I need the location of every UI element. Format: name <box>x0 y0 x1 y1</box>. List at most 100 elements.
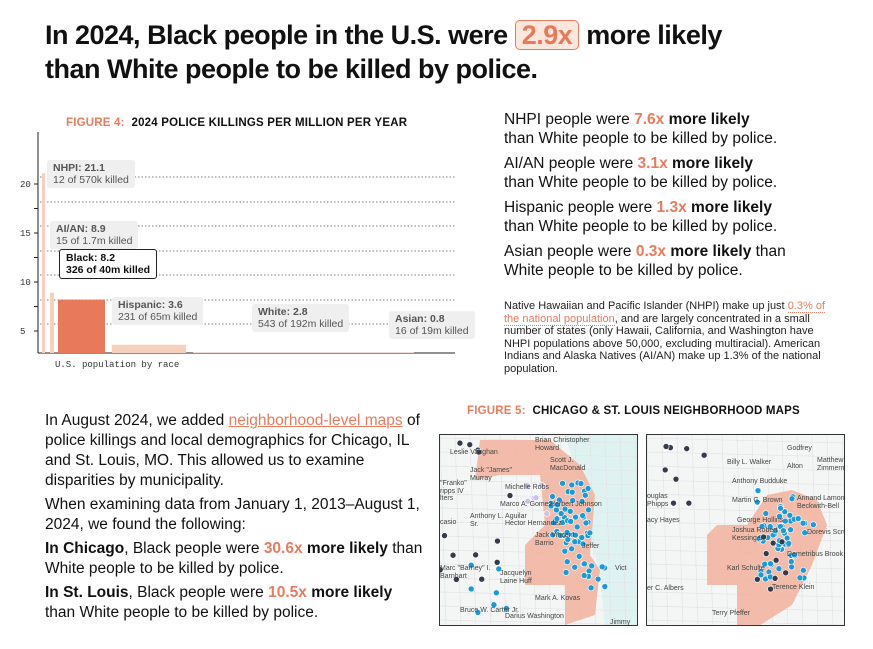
incident-dot[interactable] <box>683 445 691 452</box>
incident-dot[interactable] <box>561 547 569 555</box>
bar-hispanic[interactable] <box>112 344 186 353</box>
incident-dot[interactable] <box>538 481 545 489</box>
incident-dot[interactable] <box>782 569 789 577</box>
incident-dot[interactable] <box>685 499 693 507</box>
incident-dot[interactable] <box>562 569 570 576</box>
bar-black[interactable] <box>58 299 105 353</box>
incident-dot[interactable] <box>578 498 586 505</box>
incident-dot[interactable] <box>568 481 576 489</box>
incident-dot[interactable] <box>781 508 789 515</box>
incident-dot[interactable] <box>791 551 798 559</box>
incident-dot[interactable] <box>553 515 561 523</box>
incident-dot[interactable] <box>564 536 572 543</box>
neighborhood-maps-link[interactable]: neighborhood-level maps <box>228 412 403 429</box>
incident-dot[interactable] <box>449 551 457 559</box>
incident-dot[interactable] <box>771 527 779 535</box>
incident-dot[interactable] <box>554 501 561 509</box>
incident-dot[interactable] <box>760 533 767 541</box>
incident-dot[interactable] <box>567 518 574 525</box>
incident-dot[interactable] <box>568 545 575 553</box>
incident-dot[interactable] <box>559 480 566 487</box>
incident-dot[interactable] <box>582 491 589 499</box>
incident-dot[interactable] <box>758 523 766 530</box>
incident-dot[interactable] <box>467 585 475 593</box>
incident-dot[interactable] <box>453 576 460 583</box>
incident-dot[interactable] <box>771 575 779 582</box>
incident-dot[interactable] <box>754 487 762 494</box>
incident-dot[interactable] <box>524 482 531 490</box>
incident-dot[interactable] <box>753 498 761 506</box>
incident-dot[interactable] <box>754 576 761 583</box>
incident-dot[interactable] <box>495 565 503 573</box>
incident-dot[interactable] <box>670 499 677 507</box>
incident-dot[interactable] <box>456 439 464 447</box>
incident-dot[interactable] <box>800 566 807 574</box>
chicago-map[interactable]: Brian Christopher Howard Leslie Vaughan Sc… <box>439 434 638 626</box>
incident-dot[interactable] <box>472 551 479 559</box>
incident-dot[interactable] <box>494 537 501 545</box>
incident-dot[interactable] <box>493 558 501 566</box>
incident-dot[interactable] <box>700 451 708 459</box>
incident-dot[interactable] <box>788 563 795 571</box>
incident-dot[interactable] <box>474 609 482 616</box>
incident-dot[interactable] <box>578 534 586 541</box>
incident-dot[interactable] <box>547 502 555 510</box>
incident-dot[interactable] <box>778 538 786 546</box>
incident-dot[interactable] <box>543 510 551 517</box>
incident-dot[interactable] <box>757 571 765 579</box>
incident-dot[interactable] <box>503 605 510 612</box>
incident-dot[interactable] <box>762 510 770 517</box>
incident-dot[interactable] <box>781 517 789 525</box>
incident-dot[interactable] <box>776 513 783 520</box>
incident-dot[interactable] <box>575 553 583 560</box>
incident-dot[interactable] <box>777 504 784 512</box>
incident-dot[interactable] <box>672 475 680 483</box>
incident-dot[interactable] <box>557 510 565 517</box>
incident-dot[interactable] <box>467 561 475 569</box>
incident-dot[interactable] <box>579 512 586 519</box>
incident-dot[interactable] <box>801 529 809 537</box>
incident-dot[interactable] <box>579 540 587 548</box>
incident-dot[interactable] <box>557 532 564 539</box>
incident-dot[interactable] <box>524 497 532 505</box>
incident-dot[interactable] <box>598 563 606 571</box>
incident-dot[interactable] <box>572 531 579 539</box>
incident-dot[interactable] <box>785 540 793 547</box>
incident-dot[interactable] <box>572 513 579 521</box>
bar-aian[interactable] <box>50 292 54 353</box>
incident-dot[interactable] <box>563 558 571 566</box>
incident-dot[interactable] <box>569 497 576 504</box>
population-link[interactable]: 0.3% of the national population <box>504 300 825 326</box>
incident-dot[interactable] <box>566 508 574 515</box>
incident-dot[interactable] <box>441 532 448 539</box>
incident-dot[interactable] <box>580 572 588 579</box>
incident-dot[interactable] <box>478 575 486 583</box>
incident-dot[interactable] <box>662 443 670 450</box>
incident-dot[interactable] <box>787 526 794 533</box>
incident-dot[interactable] <box>587 584 595 592</box>
incident-dot[interactable] <box>563 529 571 536</box>
incident-dot[interactable] <box>493 589 500 597</box>
incident-dot[interactable] <box>584 485 592 492</box>
incident-dot[interactable] <box>780 527 787 534</box>
incident-dot[interactable] <box>594 575 602 583</box>
st-louis-map[interactable]: Godfrey Billy L. Walker Alton Matthew Zimme… <box>646 434 845 626</box>
incident-dot[interactable] <box>549 493 556 500</box>
incident-dot[interactable] <box>762 550 770 557</box>
incident-dot[interactable] <box>767 560 774 567</box>
incident-dot[interactable] <box>810 521 817 528</box>
incident-dot[interactable] <box>475 448 483 456</box>
incident-dot[interactable] <box>440 566 444 574</box>
incident-dot[interactable] <box>775 565 783 572</box>
incident-dot[interactable] <box>796 574 804 582</box>
bar-nhpi[interactable] <box>42 173 45 353</box>
incident-dot[interactable] <box>767 585 774 593</box>
incident-dot[interactable] <box>466 441 474 448</box>
incident-dot[interactable] <box>532 494 540 502</box>
incident-dot[interactable] <box>490 601 498 609</box>
incident-dot[interactable] <box>571 538 579 546</box>
incident-dot[interactable] <box>581 560 588 568</box>
incident-dot[interactable] <box>799 519 807 527</box>
incident-dot[interactable] <box>549 531 556 539</box>
incident-dot[interactable] <box>571 563 579 571</box>
